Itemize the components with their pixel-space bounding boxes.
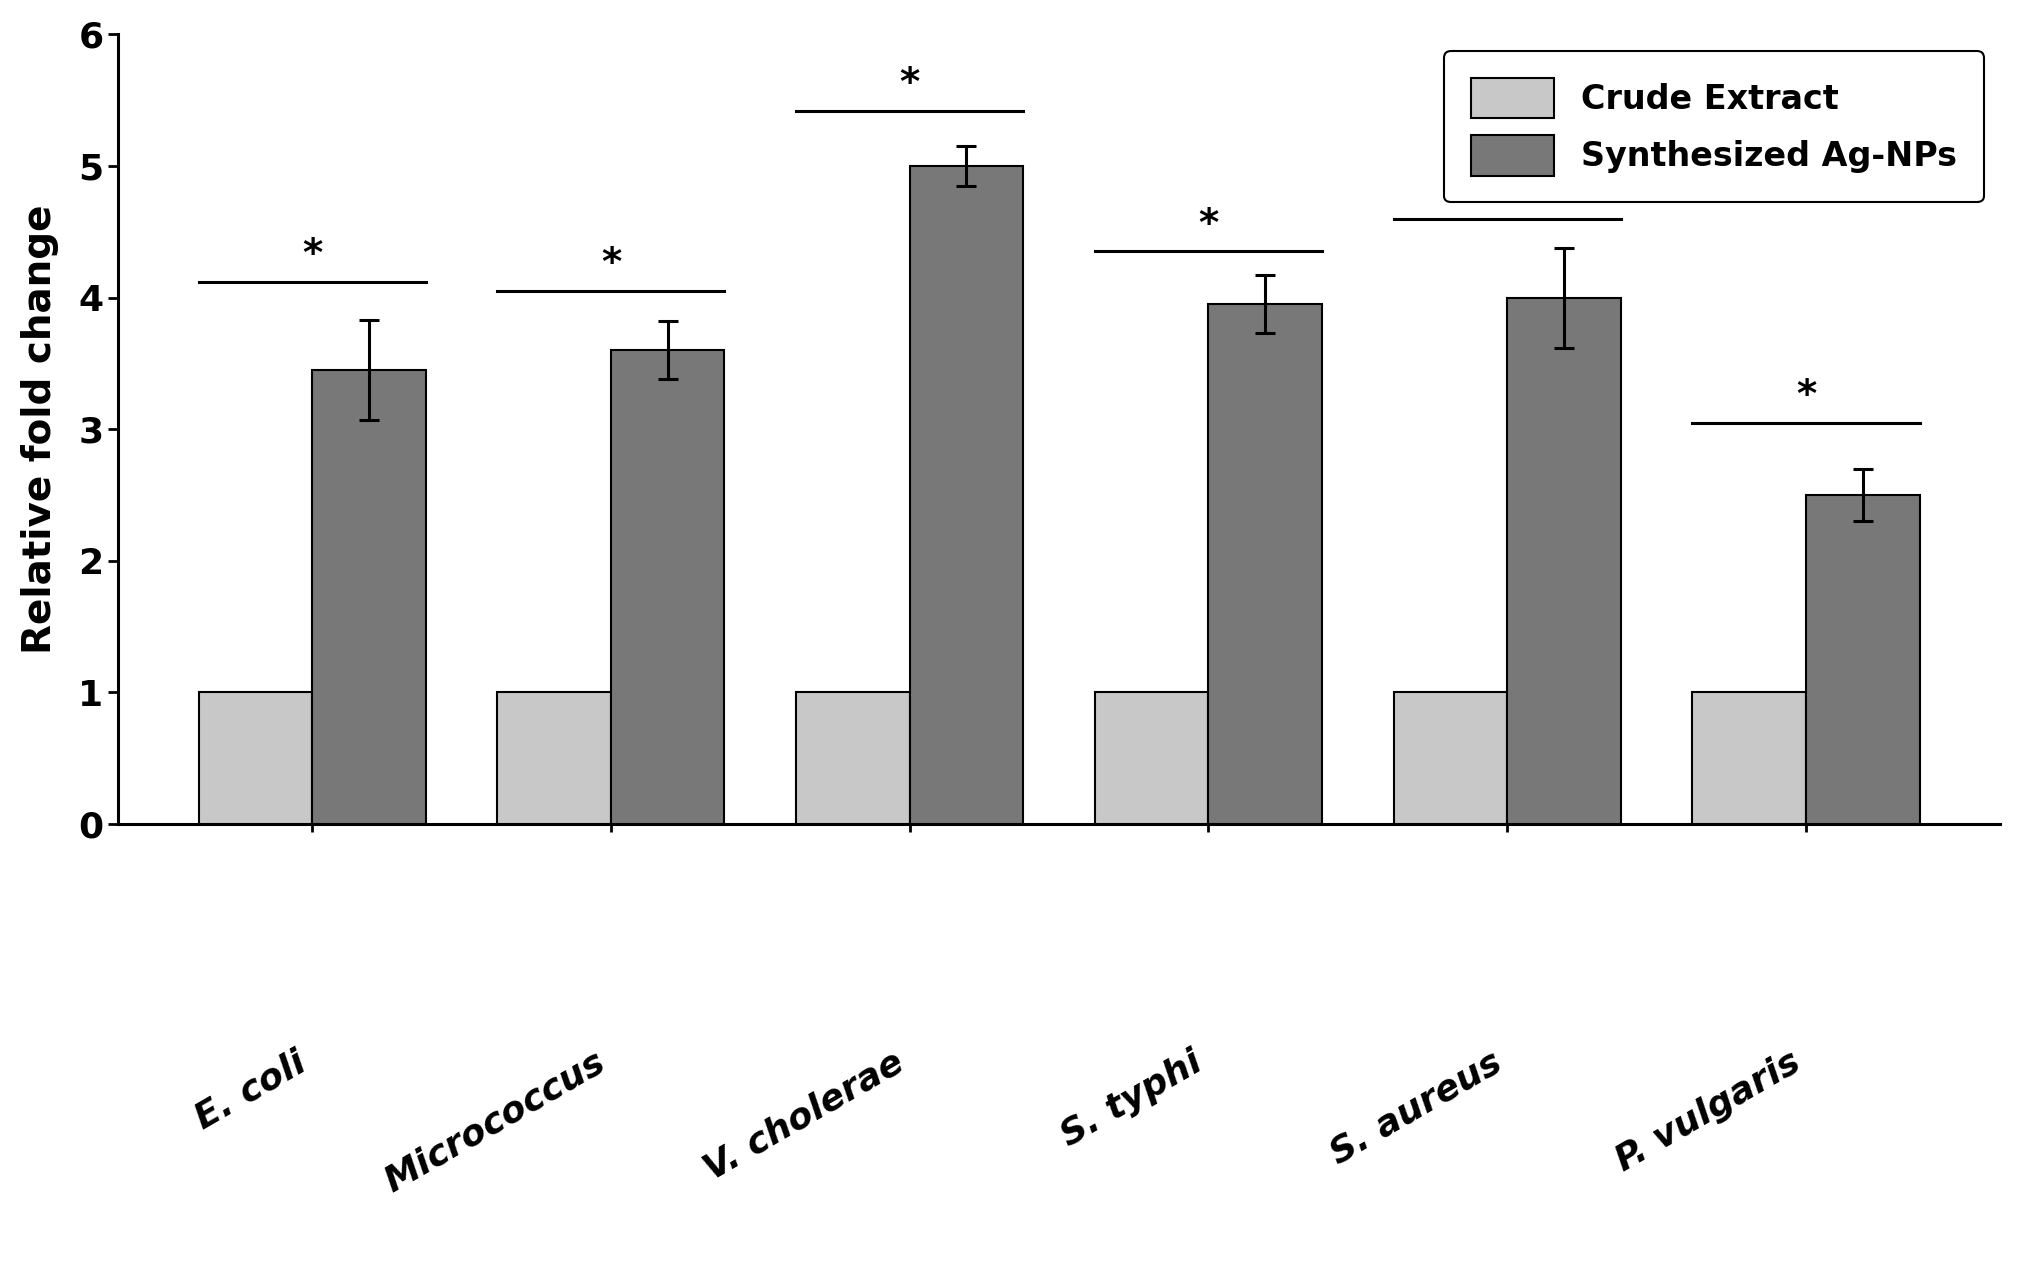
Text: *: * (301, 236, 321, 274)
Text: *: * (1498, 173, 1518, 210)
Bar (497, 693, 610, 824)
Text: V. cholerae: V. cholerae (699, 1045, 909, 1186)
Bar (1508, 298, 1621, 824)
Text: S. aureus: S. aureus (1324, 1045, 1508, 1170)
Y-axis label: Relative fold change: Relative fold change (20, 205, 59, 654)
Bar (909, 165, 1023, 824)
Bar (1807, 495, 1920, 824)
Bar (1394, 693, 1508, 824)
Text: Micrococcus: Micrococcus (378, 1045, 610, 1199)
Text: P. vulgaris: P. vulgaris (1609, 1045, 1807, 1178)
Text: *: * (899, 65, 920, 103)
Text: S. typhi: S. typhi (1055, 1045, 1209, 1153)
Bar (610, 350, 724, 824)
Bar (1209, 304, 1322, 824)
Bar (1692, 693, 1807, 824)
Text: *: * (1198, 205, 1219, 243)
Text: *: * (600, 244, 620, 283)
Bar (311, 370, 426, 824)
Bar (1095, 693, 1209, 824)
Text: *: * (1797, 377, 1817, 415)
Bar (198, 693, 311, 824)
Text: E. coli: E. coli (190, 1045, 311, 1136)
Legend: Crude Extract, Synthesized Ag-NPs: Crude Extract, Synthesized Ag-NPs (1445, 51, 1983, 202)
Bar (796, 693, 909, 824)
